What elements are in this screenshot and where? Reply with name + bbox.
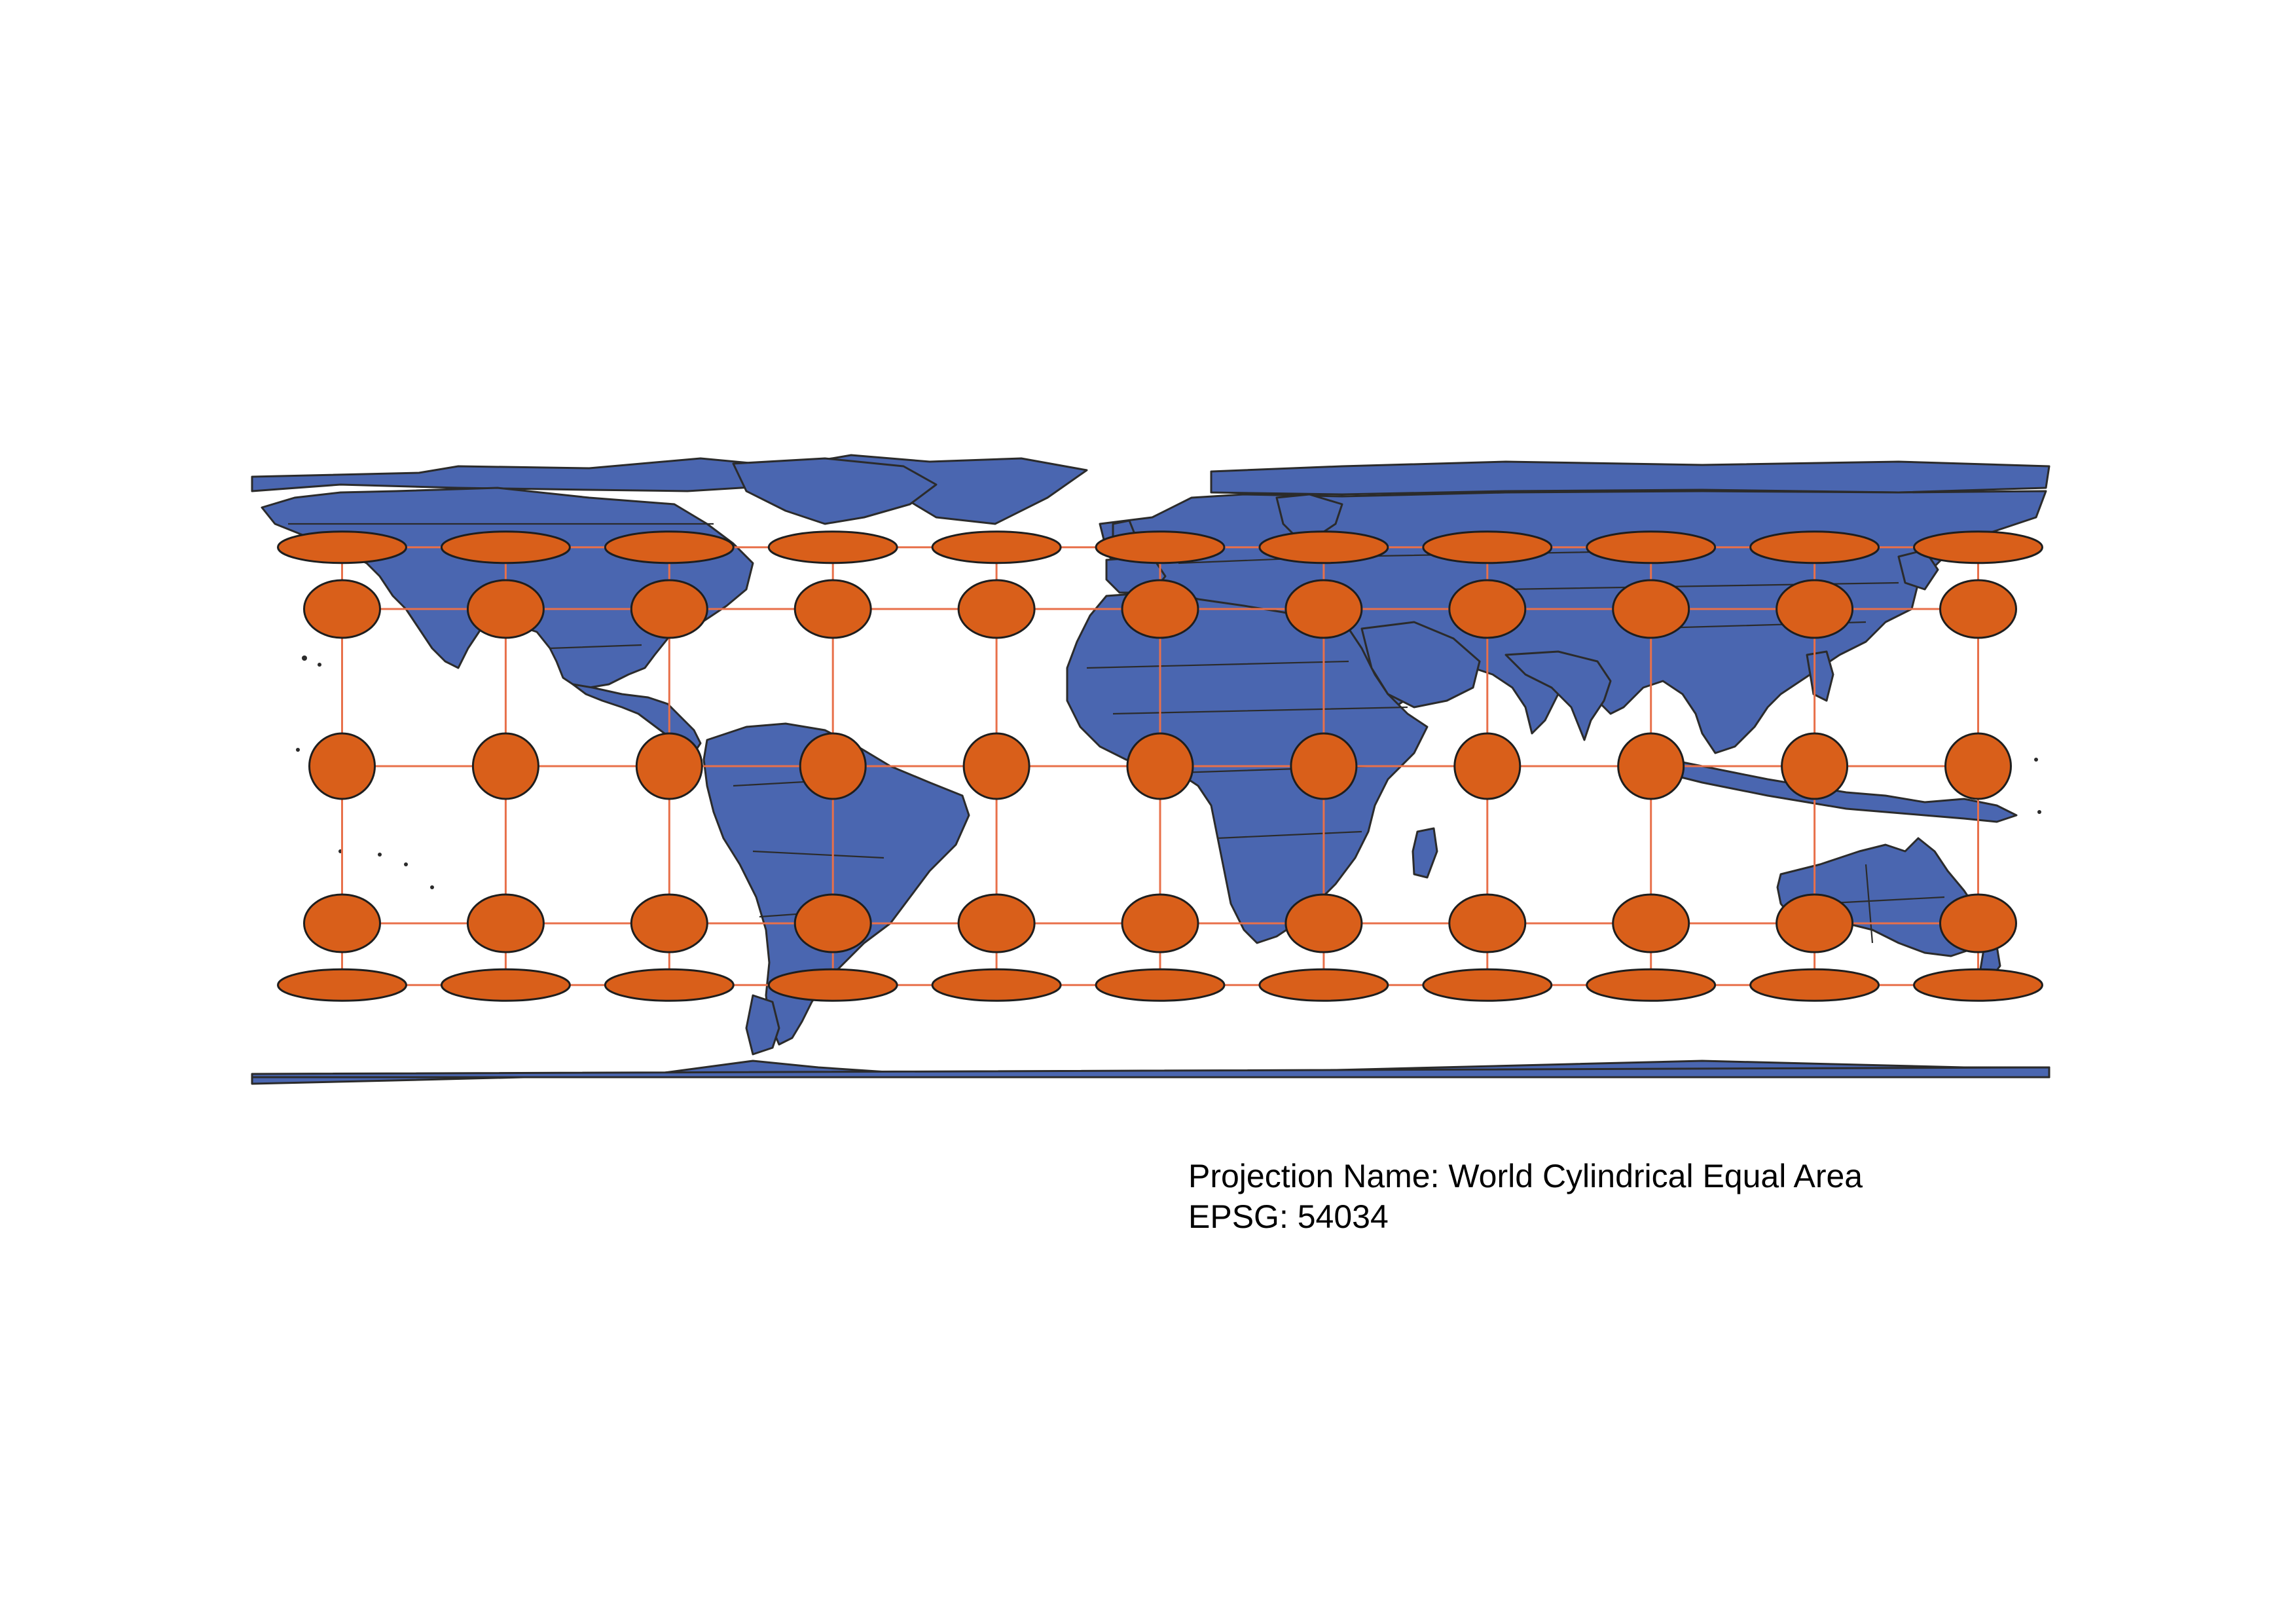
india	[1504, 650, 1612, 741]
tissot-ellipse	[630, 579, 708, 639]
tissot-ellipse	[1776, 893, 1854, 953]
island	[2037, 810, 2041, 814]
landmasses	[251, 454, 2050, 1085]
scandinavia	[1275, 493, 1343, 538]
projection-name-label: Projection Name: World Cylindrical Equal…	[1188, 1158, 1863, 1194]
tissot-ellipse	[931, 530, 1062, 564]
tissot-ellipse	[1422, 968, 1553, 1002]
island	[2034, 758, 2038, 762]
tissot-ellipse	[1586, 968, 1717, 1002]
tissot-ellipse	[308, 732, 376, 800]
island	[302, 655, 307, 661]
tissot-ellipse	[1617, 732, 1685, 800]
tissot-ellipse	[604, 968, 735, 1002]
tissot-ellipse	[277, 968, 407, 1002]
tissot-ellipse	[1126, 732, 1194, 800]
tissot-ellipse	[957, 893, 1036, 953]
tissot-ellipse	[303, 893, 381, 953]
tissot-ellipse	[1285, 579, 1363, 639]
tissot-ellipse	[793, 893, 872, 953]
tissot-ellipse	[1121, 893, 1199, 953]
madagascar	[1412, 827, 1438, 879]
tissot-ellipse	[630, 893, 708, 953]
tissot-ellipse	[440, 530, 571, 564]
island	[430, 885, 434, 889]
tissot-ellipse	[1422, 530, 1553, 564]
tissot-ellipse	[767, 530, 898, 564]
tissot-ellipse	[1944, 732, 2012, 800]
tissot-ellipse	[1453, 732, 1522, 800]
tissot-ellipse	[466, 579, 545, 639]
tissot-ellipse	[1285, 893, 1363, 953]
tissot-ellipse	[471, 732, 539, 800]
tissot-ellipse	[1776, 579, 1854, 639]
tissot-ellipse	[1290, 732, 1358, 800]
tissot-ellipse	[303, 579, 381, 639]
island	[296, 748, 300, 752]
tissot-ellipse	[1586, 530, 1717, 564]
tissot-ellipse	[1749, 968, 1880, 1002]
tissot-ellipse	[767, 968, 898, 1002]
tissot-ellipse	[1258, 968, 1389, 1002]
tissot-ellipse	[1781, 732, 1849, 800]
island	[318, 663, 321, 667]
tissot-ellipse	[1612, 893, 1690, 953]
tissot-ellipse	[931, 968, 1062, 1002]
tissot-ellipse	[1095, 968, 1226, 1002]
tissot-ellipse	[799, 732, 867, 800]
epsg-label: EPSG: 54034	[1188, 1198, 1389, 1235]
island	[378, 853, 382, 857]
tissot-ellipse	[793, 579, 872, 639]
antarctica-base	[251, 1066, 2050, 1079]
tissot-ellipse	[466, 893, 545, 953]
tissot-ellipse	[1448, 893, 1527, 953]
tissot-ellipse	[1448, 579, 1527, 639]
tissot-ellipse	[962, 732, 1030, 800]
eurasia-arctic	[1210, 460, 2050, 496]
tissot-indicatrices	[277, 530, 2043, 1002]
tissot-ellipse	[635, 732, 703, 800]
tierra-del-fuego	[745, 994, 780, 1056]
tissot-ellipse	[277, 530, 407, 564]
tissot-ellipse	[1913, 530, 2043, 564]
tissot-ellipse	[440, 968, 571, 1002]
tissot-ellipse	[1258, 530, 1389, 564]
tissot-ellipse	[957, 579, 1036, 639]
tissot-ellipse	[1121, 579, 1199, 639]
tissot-ellipse	[1913, 968, 2043, 1002]
tissot-ellipse	[1612, 579, 1690, 639]
arabia	[1360, 621, 1481, 709]
tissot-ellipse	[604, 530, 735, 564]
tissot-ellipse	[1939, 893, 2017, 953]
projection-caption: Projection Name: World Cylindrical Equal…	[1188, 1156, 1863, 1237]
tissot-ellipse	[1749, 530, 1880, 564]
greenland	[732, 457, 938, 525]
tissot-ellipse	[1939, 579, 2017, 639]
tissot-ellipse	[1095, 530, 1226, 564]
island	[404, 862, 408, 866]
